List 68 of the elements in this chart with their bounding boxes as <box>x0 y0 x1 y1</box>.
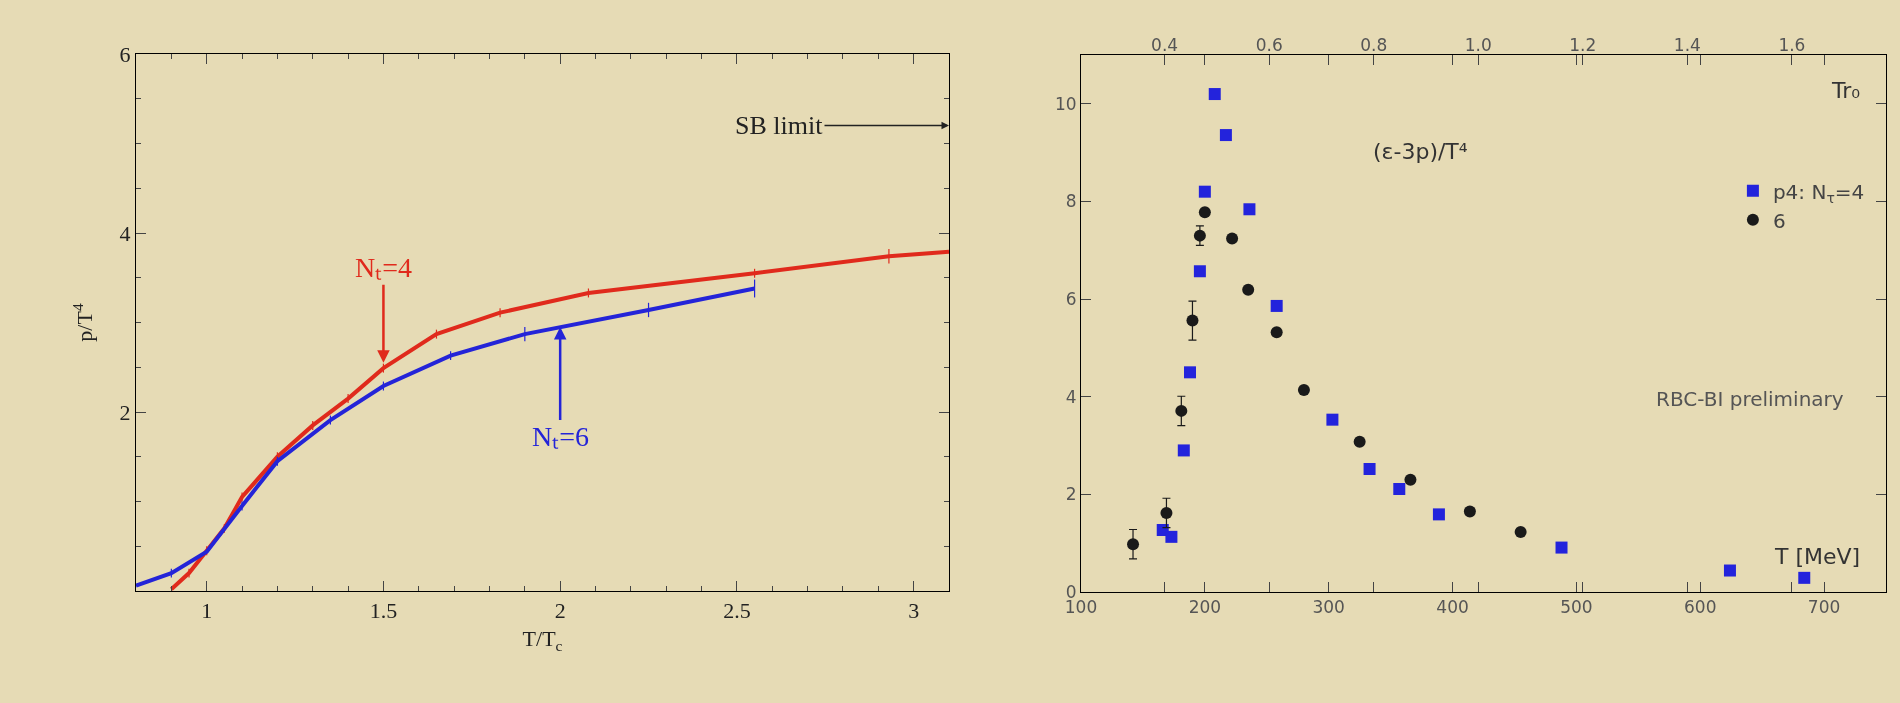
x2-tick-label: 0.6 <box>1255 34 1283 55</box>
x2-tick-label: 1.6 <box>1778 34 1806 55</box>
line-series <box>169 249 949 591</box>
x-axis-title: T [MeV] <box>1774 544 1861 569</box>
point <box>1514 525 1527 538</box>
point <box>1326 413 1339 426</box>
x-tick-label: 2.5 <box>723 598 751 624</box>
x-tick-label: 1 <box>201 598 213 624</box>
x2-tick-label: 0.4 <box>1151 34 1179 55</box>
y-axis-title: (ε-3p)/T⁴ <box>1373 139 1468 164</box>
x-tick-label: 300 <box>1312 597 1345 618</box>
x-tick-label: 600 <box>1684 597 1717 618</box>
x2-tick-label: 0.8 <box>1360 34 1388 55</box>
x2-tick-label: 1.2 <box>1569 34 1597 55</box>
y-tick-label: 8 <box>1065 191 1077 212</box>
point <box>1226 232 1239 245</box>
y-tick-label: 10 <box>1054 93 1077 114</box>
y-tick-label: 6 <box>119 41 131 67</box>
point <box>1404 473 1417 486</box>
point <box>1798 571 1811 584</box>
y-tick-label: 2 <box>119 399 131 425</box>
x-tick-label: 400 <box>1436 597 1469 618</box>
point <box>1297 383 1310 396</box>
point <box>1723 564 1736 577</box>
annotation: Nₜ=4 <box>355 252 413 283</box>
point <box>1393 482 1406 495</box>
point <box>1193 265 1206 278</box>
annotation: RBC-BI preliminary <box>1656 387 1844 411</box>
point <box>1242 283 1255 296</box>
y-tick-label: 6 <box>1065 289 1077 310</box>
point <box>1198 185 1211 198</box>
legend-label: p4: N$_{τ}$=4 <box>1772 179 1865 206</box>
x-tick-label: 700 <box>1807 597 1841 618</box>
point <box>1353 435 1366 448</box>
point <box>1198 206 1211 219</box>
point <box>1193 229 1206 242</box>
point <box>1175 404 1188 417</box>
point <box>1270 299 1283 312</box>
point <box>1219 129 1232 142</box>
x-tick-label: 1.5 <box>369 598 398 624</box>
x-tick-label: 200 <box>1188 597 1222 618</box>
point <box>1463 505 1476 518</box>
x-tick-label: 500 <box>1560 597 1593 618</box>
point <box>1270 326 1283 339</box>
legend-label: 6 <box>1772 208 1786 233</box>
y-tick-label: 2 <box>1065 484 1077 505</box>
point <box>1127 538 1140 551</box>
x2-tick-label: 1.0 <box>1464 34 1492 55</box>
y-tick-label: 4 <box>1065 386 1077 407</box>
x-axis-title: T/T$_{c}$ <box>522 626 563 654</box>
point <box>1177 444 1190 457</box>
x-tick-label: 100 <box>1064 597 1098 618</box>
point <box>1160 506 1173 519</box>
point <box>1208 88 1221 101</box>
point <box>1186 314 1199 327</box>
point <box>1555 541 1568 554</box>
x2-tick-label: 1.4 <box>1673 34 1701 55</box>
point <box>1183 366 1196 379</box>
x-tick-label: 3 <box>908 598 920 624</box>
annotation: Nₜ=6 <box>532 421 590 452</box>
point <box>1432 508 1445 521</box>
y-tick-label: 4 <box>119 220 131 246</box>
x2-axis-title: Tr₀ <box>1831 78 1861 103</box>
annotation: SB limit <box>735 111 824 140</box>
x-tick-label: 2 <box>554 598 566 624</box>
point <box>1243 203 1256 216</box>
point <box>1165 530 1178 543</box>
point <box>1363 462 1376 475</box>
